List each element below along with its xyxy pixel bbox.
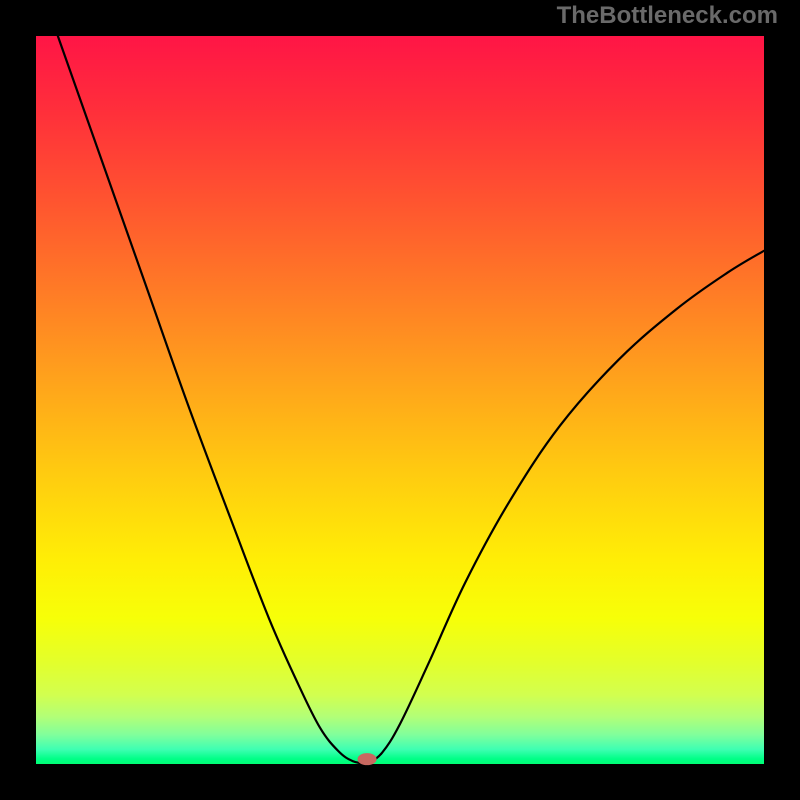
chart-frame: TheBottleneck.com xyxy=(0,0,800,800)
plot-area xyxy=(36,36,764,764)
bottleneck-curve xyxy=(36,36,764,764)
optimal-point-marker xyxy=(358,753,377,765)
watermark-text: TheBottleneck.com xyxy=(557,2,778,30)
